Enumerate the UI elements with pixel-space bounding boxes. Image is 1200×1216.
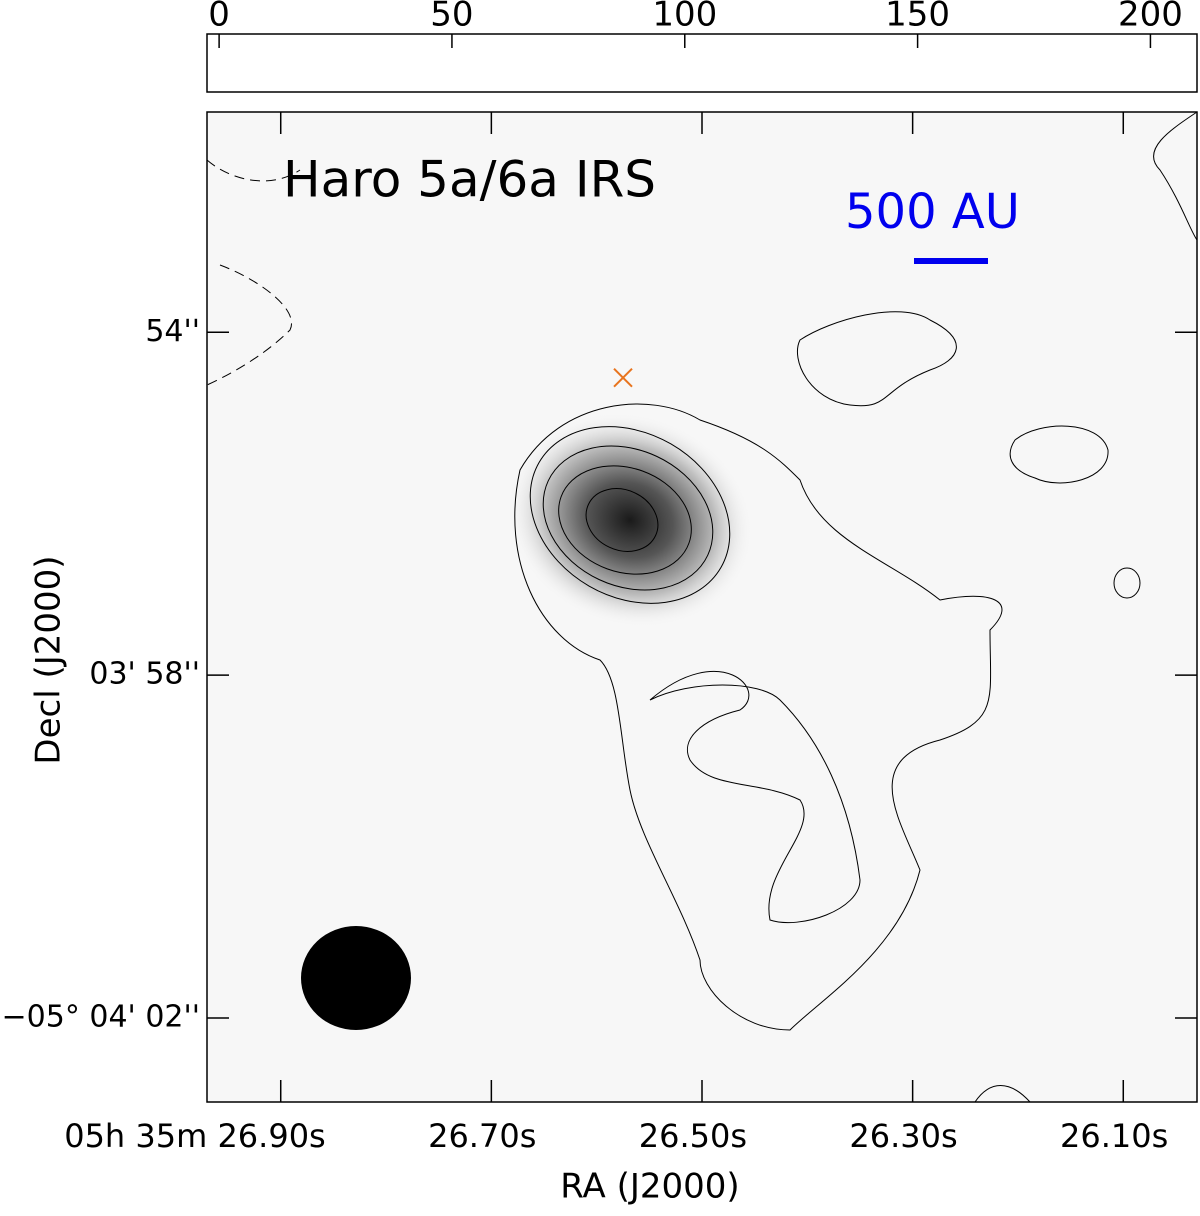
colorbar-tick-label: 100 — [652, 0, 717, 35]
chart-title: Haro 5a/6a IRS — [283, 151, 656, 209]
emission — [507, 412, 753, 628]
y-tick-label: 54'' — [145, 314, 200, 349]
contours — [206, 111, 1198, 1103]
y-tick-label: 03' 58'' — [89, 657, 200, 692]
y-axis-label: Decl (J2000) — [29, 555, 69, 764]
x-tick-label: 26.70s — [428, 1117, 536, 1155]
colorbar-tick-label: 0 — [208, 0, 230, 35]
x-tick-label: 26.50s — [639, 1117, 747, 1155]
colorbar — [206, 33, 1198, 93]
colorbar-tick-label: 200 — [1118, 0, 1183, 35]
x-axis-label: RA (J2000) — [560, 1167, 739, 1207]
colorbar-tick-label: 50 — [430, 0, 473, 35]
source-marker — [613, 368, 633, 388]
scale-bar-label: 500 AU — [845, 184, 1020, 240]
colorbar-tick-label: 150 — [885, 0, 950, 35]
x-tick-label: 26.30s — [849, 1117, 957, 1155]
x-tick-label: 26.10s — [1060, 1117, 1168, 1155]
y-tick-label: −05° 04' 02'' — [2, 1000, 200, 1035]
beam — [301, 926, 411, 1030]
x-tick-label: 05h 35m 26.90s — [64, 1117, 326, 1155]
